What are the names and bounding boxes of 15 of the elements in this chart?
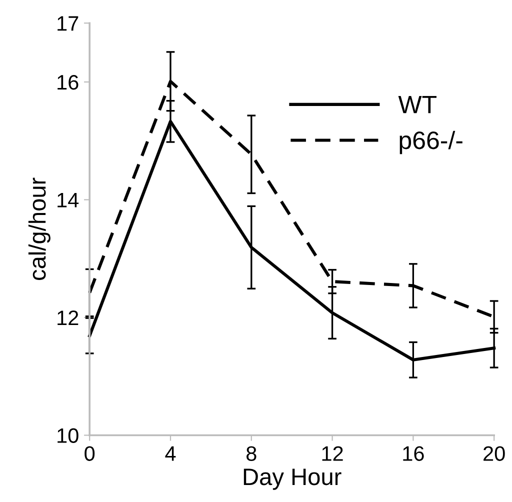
y-tick-label: 16 xyxy=(58,74,78,90)
x-tick-label: 20 xyxy=(484,446,505,461)
legend-label: p66-/- xyxy=(400,130,462,154)
y-axis-title: cal/g/hour xyxy=(28,178,50,280)
y-tick-label: 12 xyxy=(58,310,78,326)
legend-label: WT xyxy=(398,96,436,114)
x-axis-title: Day Hour xyxy=(244,468,342,490)
x-tick-label: 4 xyxy=(165,446,176,461)
x-tick-label: 0 xyxy=(84,446,95,461)
x-tick-label: 16 xyxy=(403,446,424,461)
y-tick-label: 17 xyxy=(58,16,78,31)
x-tick-label: 12 xyxy=(322,446,343,461)
y-tick-label: 10 xyxy=(58,428,78,443)
x-tick-label: 8 xyxy=(246,446,256,461)
y-tick-label: 14 xyxy=(58,192,79,208)
